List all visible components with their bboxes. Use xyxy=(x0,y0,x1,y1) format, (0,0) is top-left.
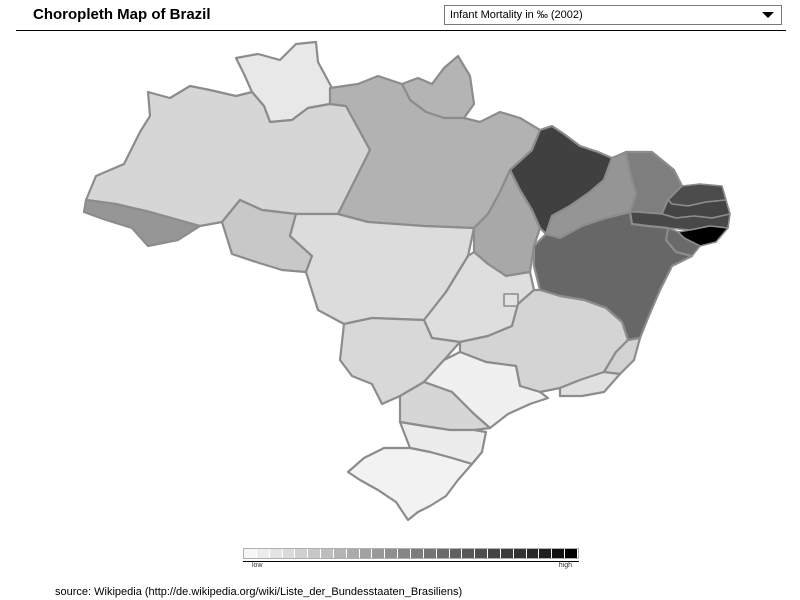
legend-swatch xyxy=(244,549,257,558)
legend-swatch xyxy=(410,549,424,558)
header-divider xyxy=(16,30,786,31)
legend-swatch xyxy=(552,549,566,558)
legend-swatch xyxy=(359,549,373,558)
legend-swatch xyxy=(526,549,540,558)
legend-swatch xyxy=(475,549,489,558)
legend-swatch xyxy=(513,549,527,558)
legend-swatch xyxy=(462,549,476,558)
legend-swatch xyxy=(436,549,450,558)
color-legend: low high xyxy=(243,548,579,569)
legend-swatch xyxy=(308,549,322,558)
legend-swatch xyxy=(321,549,334,558)
legend-swatch xyxy=(333,549,347,558)
legend-axis-line xyxy=(243,561,579,562)
legend-swatch xyxy=(385,549,399,558)
legend-swatch xyxy=(346,549,360,558)
state-rio-de-janeiro[interactable] xyxy=(558,370,622,398)
legend-swatch xyxy=(269,549,283,558)
legend-swatch xyxy=(282,549,296,558)
legend-swatch xyxy=(423,549,437,558)
legend-swatch xyxy=(398,549,411,558)
source-attribution: source: Wikipedia (http://de.wikipedia.o… xyxy=(55,586,463,598)
legend-swatch xyxy=(539,549,553,558)
legend-swatch xyxy=(488,549,501,558)
metric-dropdown[interactable]: Infant Mortality in ‰ (2002) xyxy=(444,5,782,25)
legend-swatch xyxy=(372,549,386,558)
legend-swatch xyxy=(565,549,578,558)
chevron-down-icon[interactable] xyxy=(756,7,780,23)
legend-swatch xyxy=(449,549,463,558)
state-distrito-federal[interactable] xyxy=(503,293,519,307)
state-acre[interactable] xyxy=(82,198,202,248)
legend-swatch xyxy=(500,549,514,558)
state-rio-grande-do-sul[interactable] xyxy=(346,446,474,522)
legend-swatch xyxy=(295,549,309,558)
metric-dropdown-value: Infant Mortality in ‰ (2002) xyxy=(450,9,583,21)
legend-swatch xyxy=(256,549,270,558)
legend-low-label: low xyxy=(252,562,263,569)
legend-color-scale xyxy=(243,548,579,559)
state-amazonas[interactable] xyxy=(84,84,372,228)
page-title: Choropleth Map of Brazil xyxy=(33,6,211,23)
legend-high-label: high xyxy=(558,562,572,569)
